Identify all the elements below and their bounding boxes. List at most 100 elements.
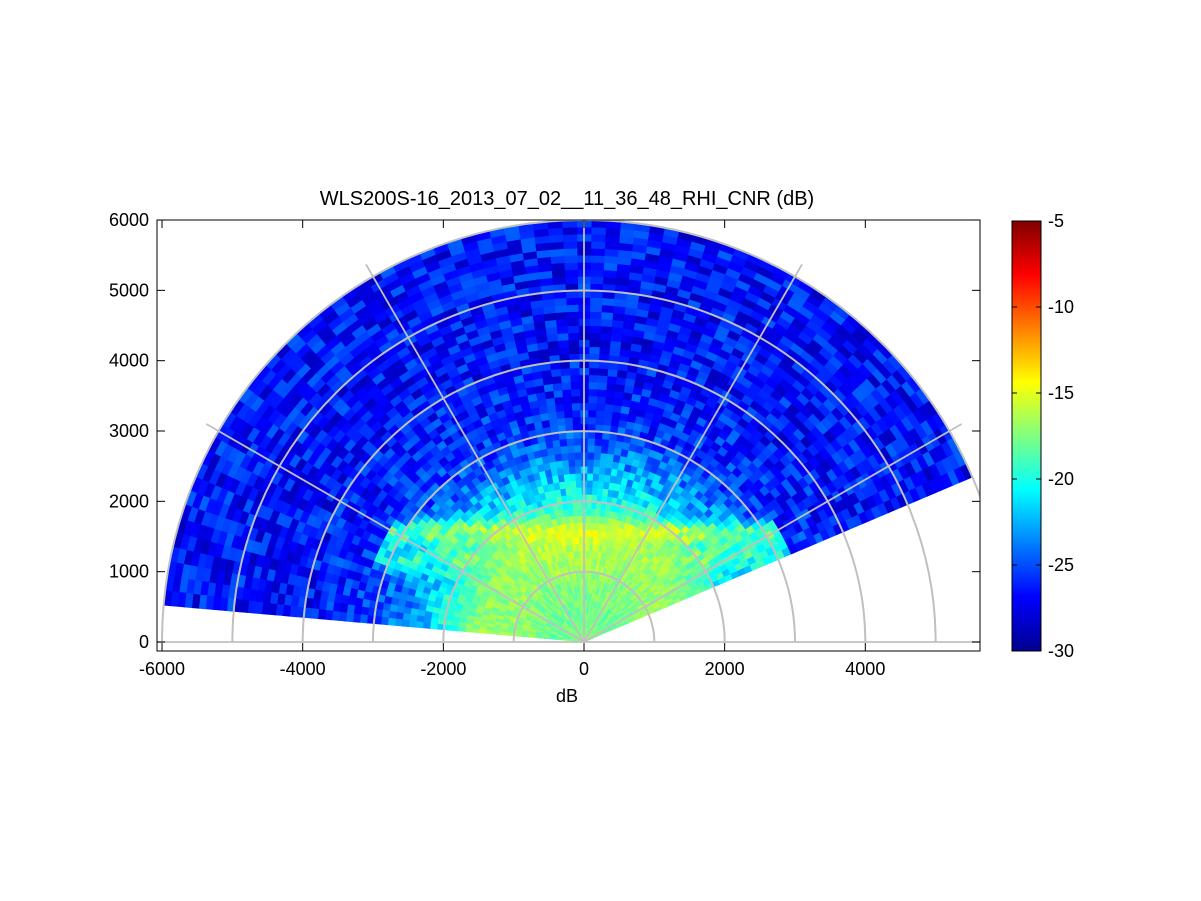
heatmap-cell	[589, 326, 600, 333]
heatmap-cell	[602, 298, 614, 306]
heatmap-cell	[589, 368, 599, 375]
heatmap-cell	[591, 262, 604, 270]
heatmap-cell	[556, 411, 565, 419]
heatmap-cell	[605, 397, 614, 405]
heatmap-cell	[451, 626, 458, 631]
x-tick-label: -4000	[280, 659, 326, 679]
heatmap-cell	[589, 537, 593, 544]
heatmap-cell	[589, 340, 600, 347]
heatmap-cell	[607, 376, 617, 384]
heatmap-cell	[574, 459, 581, 466]
heatmap-cell	[597, 389, 606, 397]
heatmap-cell	[596, 403, 605, 411]
heatmap-cell	[589, 347, 600, 354]
heatmap-cell	[590, 312, 602, 319]
heatmap-cell	[598, 368, 608, 376]
heatmap-cell	[571, 389, 580, 396]
heatmap-cell	[603, 418, 611, 426]
heatmap-cell	[560, 446, 567, 454]
heatmap-cell	[552, 383, 562, 391]
heatmap-cell	[586, 530, 590, 537]
heatmap-cell	[608, 440, 616, 448]
colorbar-tick-label: -10	[1048, 297, 1074, 317]
heatmap-cell	[554, 298, 566, 306]
heatmap-cell	[409, 621, 417, 628]
heatmap-cell	[607, 369, 617, 377]
colorbar-tick-label: -20	[1048, 469, 1074, 489]
heatmap-cell	[395, 619, 403, 626]
heatmap-cell	[565, 269, 578, 277]
heatmap-cell	[587, 438, 594, 445]
y-tick-label: 2000	[109, 491, 149, 511]
heatmap-cell	[551, 263, 565, 271]
heatmap-cell	[571, 396, 580, 403]
heatmap-cell	[606, 390, 615, 398]
heatmap-cell	[593, 473, 599, 481]
heatmap-cell	[562, 227, 577, 235]
heatmap-cell	[318, 609, 326, 619]
heatmap-cell	[563, 234, 577, 242]
heatmap-cell	[563, 241, 577, 249]
heatmap-cell	[594, 445, 601, 453]
heatmap-cell	[597, 396, 606, 404]
heatmap-cell	[566, 297, 578, 305]
colorbar-gradient	[1012, 221, 1041, 651]
heatmap-cell	[592, 481, 598, 488]
heatmap-cell	[382, 610, 390, 618]
x-axis-label: dB	[556, 686, 578, 706]
heatmap-cell	[592, 488, 598, 495]
heatmap-cell	[410, 615, 418, 622]
heatmap-cell	[569, 466, 576, 474]
heatmap-cell	[570, 481, 576, 488]
heatmap-cell	[600, 333, 611, 341]
y-tick-label: 3000	[109, 421, 149, 441]
heatmap-cell	[588, 403, 596, 410]
heatmap-cell	[594, 452, 601, 459]
heatmap-cell	[479, 629, 486, 633]
heatmap-cell	[567, 445, 574, 453]
heatmap-cell	[339, 612, 347, 621]
heatmap-cell	[562, 389, 571, 397]
heatmap-cell	[555, 305, 567, 313]
heatmap-cell	[402, 620, 410, 627]
heatmap-cell	[555, 312, 567, 320]
heatmap-cell	[590, 319, 601, 326]
heatmap-cell	[605, 461, 612, 469]
heatmap-cell	[551, 369, 561, 377]
colorbar-tick-label: -5	[1048, 211, 1064, 231]
heatmap-cell	[598, 375, 608, 383]
heatmap-cell	[548, 228, 563, 236]
heatmap-cell	[472, 628, 479, 633]
heatmap-cell	[605, 228, 620, 236]
heatmap-cell	[589, 333, 600, 340]
heatmap-cell	[586, 523, 590, 530]
heatmap-cell	[561, 375, 571, 383]
heatmap-cell	[585, 558, 588, 565]
heatmap-cell	[591, 227, 606, 235]
heatmap-cell	[601, 319, 613, 327]
heatmap-cell	[604, 249, 618, 257]
heatmap-cell	[558, 340, 569, 348]
heatmap-cell	[563, 467, 570, 475]
heatmap-cell	[561, 382, 570, 390]
heatmap-cell	[559, 439, 567, 447]
heatmap-cell	[567, 312, 579, 319]
heatmap-cell	[588, 389, 597, 396]
heatmap-cell	[606, 383, 616, 391]
heatmap-cell	[325, 610, 333, 620]
y-tick-label: 6000	[109, 210, 149, 230]
heatmap-cell	[569, 473, 575, 481]
heatmap-cell	[590, 516, 595, 523]
heatmap-cell	[423, 622, 431, 628]
colorbar-tick-label: -15	[1048, 383, 1074, 403]
heatmap-cell	[521, 634, 528, 637]
heatmap-cell	[573, 438, 580, 445]
heatmap-cell	[595, 417, 603, 425]
plot-area: -6000 -4000 -2000 0 2000 4000 010002000300040…	[109, 206, 1020, 706]
heatmap-cell	[561, 453, 568, 461]
heatmap-cell	[586, 544, 590, 551]
heatmap-cell	[600, 326, 611, 334]
heatmap-cell	[574, 452, 581, 459]
heatmap-cell	[564, 417, 572, 425]
